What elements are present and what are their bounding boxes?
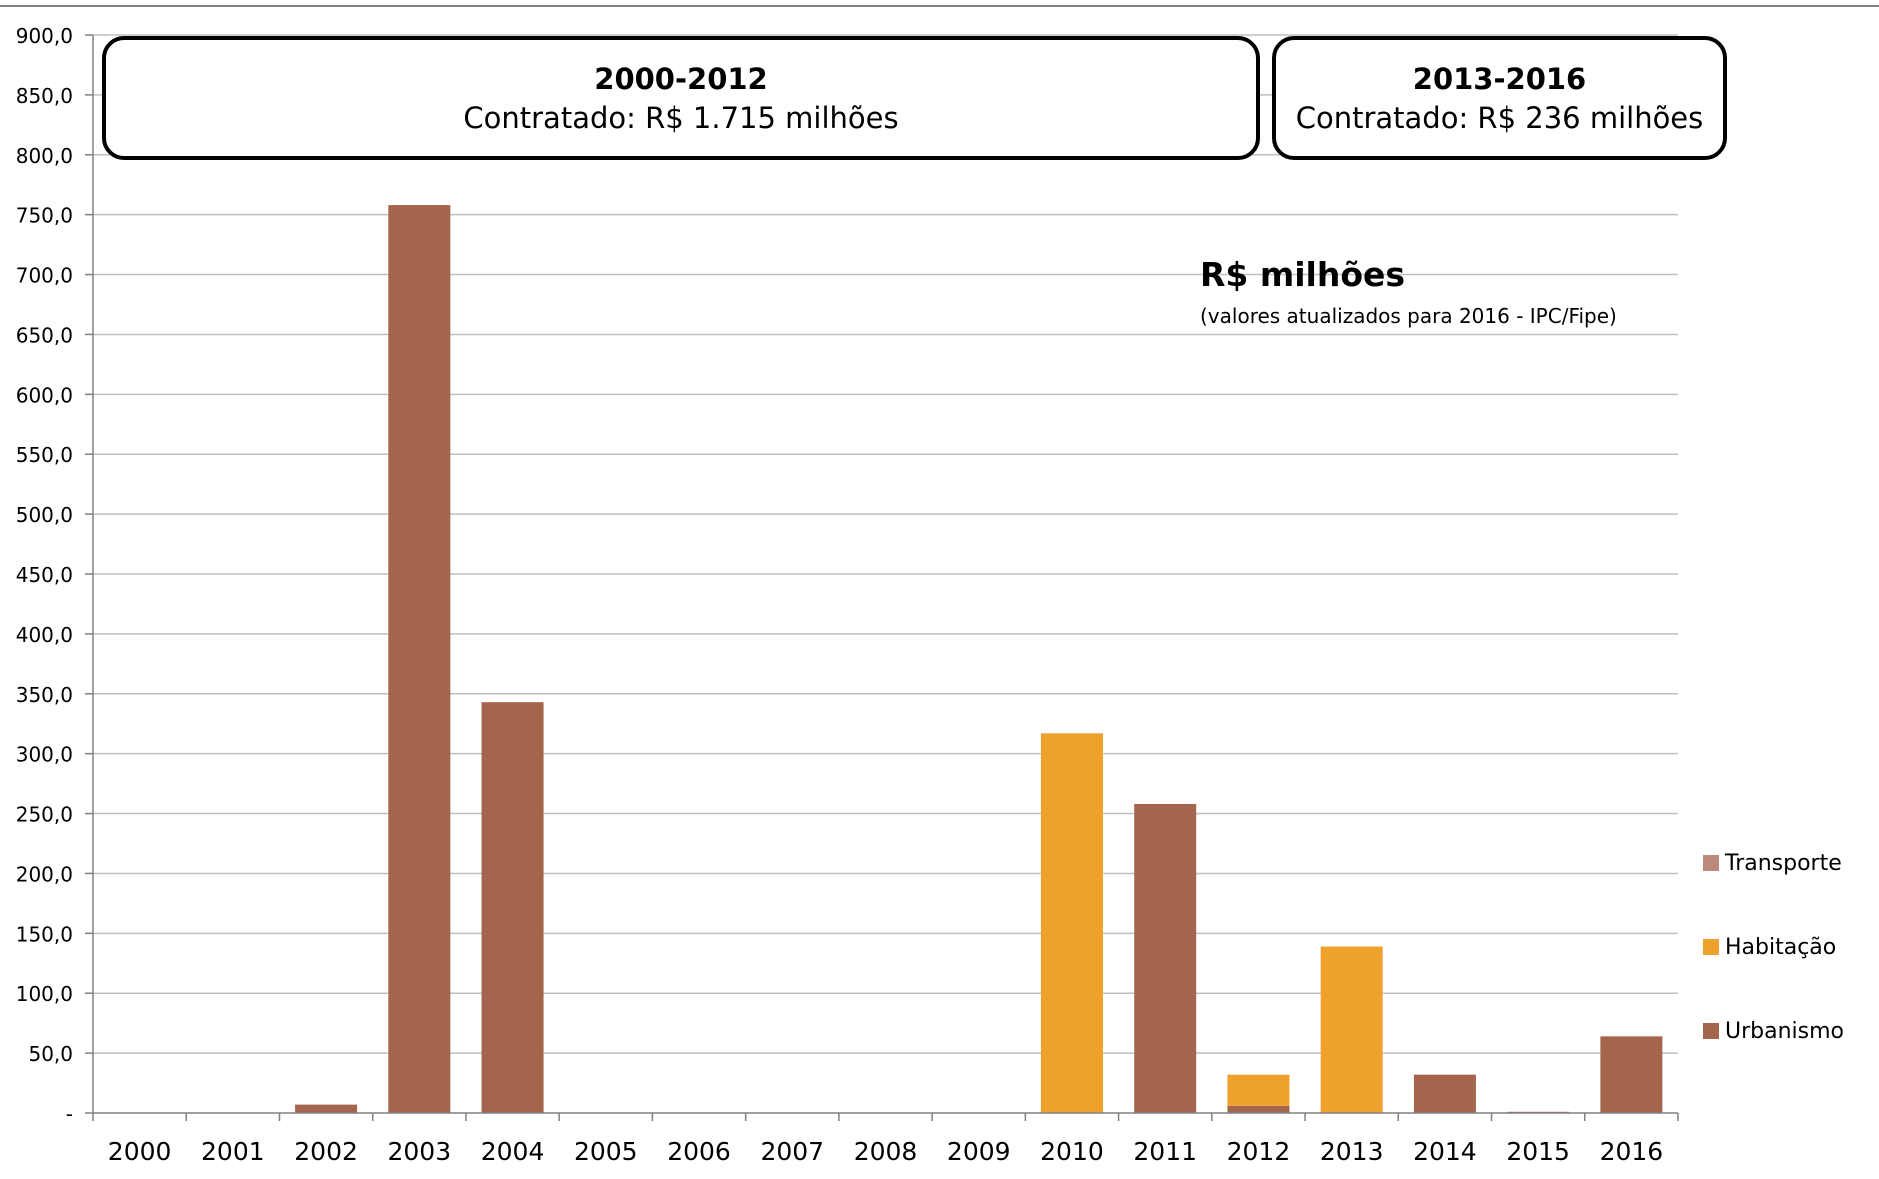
bar-habitao-2013	[1320, 946, 1383, 1113]
y-axis-tick-labels: - 50,0 100,0 150,0 200,0 250,0 300,0 350,0 400,0…	[16, 24, 93, 1126]
period-box-2000-2012: 2000-2012 Contratado: R$ 1.715 milhões	[102, 36, 1260, 160]
x-tick-label: 2002	[294, 1137, 358, 1166]
bar-urbanismo-2012	[1227, 1105, 1290, 1113]
y-tick-label: 800,0	[16, 144, 73, 168]
legend-swatch	[1703, 939, 1719, 955]
y-tick-label: 200,0	[16, 862, 73, 886]
y-tick-label: 350,0	[16, 683, 73, 707]
bar-urbanismo-2003	[388, 205, 451, 1113]
y-tick-label: 900,0	[16, 24, 73, 48]
bar-urbanismo-2011	[1134, 803, 1197, 1113]
bar-urbanismo-2014	[1413, 1074, 1476, 1113]
x-tick-label: 2001	[201, 1137, 265, 1166]
bar-habitao-2010	[1040, 733, 1103, 1113]
bar-urbanismo-2016	[1600, 1036, 1663, 1113]
x-tick-label: 2012	[1227, 1137, 1291, 1166]
legend-item-transporte: Transporte	[1703, 851, 1842, 876]
legend-swatch	[1703, 1023, 1719, 1039]
gridlines	[93, 34, 1678, 1054]
bar-urbanismo-2004	[481, 702, 544, 1113]
y-tick-label: 500,0	[16, 503, 73, 527]
y-tick-label: 550,0	[16, 443, 73, 467]
x-tick-label: 2007	[760, 1137, 824, 1166]
x-tick-label: 2016	[1600, 1137, 1664, 1166]
x-axis-tick-labels: 2000 2001 2002 2003 2004 2005 2006 2007 2008 2009…	[92, 1113, 1679, 1166]
legend-label: Transporte	[1725, 851, 1842, 876]
axes	[0, 5, 1879, 1114]
x-tick-label: 2010	[1040, 1137, 1104, 1166]
legend-swatch	[1703, 855, 1719, 871]
x-tick-label: 2006	[667, 1137, 731, 1166]
legend-label: Habitação	[1725, 935, 1837, 960]
bars	[295, 205, 1663, 1113]
legend-item-urbanismo: Urbanismo	[1703, 1019, 1844, 1044]
y-tick-label: 300,0	[16, 743, 73, 767]
x-tick-label: 2000	[108, 1137, 172, 1166]
y-tick-label: 450,0	[16, 563, 73, 587]
legend-label: Urbanismo	[1725, 1019, 1845, 1044]
bar-habitao-2012	[1227, 1074, 1290, 1106]
y-tick-label: 850,0	[16, 84, 73, 108]
bar-urbanismo-2002	[295, 1104, 358, 1113]
legend-item-habitao: Habitação	[1703, 935, 1836, 960]
period-contracted-value: Contratado: R$ 1.715 milhões	[463, 101, 899, 135]
x-tick-label: 2005	[574, 1137, 638, 1166]
y-tick-label: 650,0	[16, 323, 73, 347]
chart-title: R$ milhões	[1200, 255, 1406, 294]
y-tick-label: 100,0	[16, 982, 73, 1006]
x-tick-label: 2014	[1413, 1137, 1477, 1166]
x-tick-label: 2008	[854, 1137, 918, 1166]
y-tick-label: 50,0	[28, 1042, 73, 1066]
y-tick-label: 600,0	[16, 383, 73, 407]
chart-subtitle: (valores atualizados para 2016 - IPC/Fip…	[1200, 304, 1617, 328]
period-label: 2013-2016	[1412, 62, 1587, 96]
y-tick-label: -	[66, 1102, 73, 1126]
x-tick-label: 2003	[388, 1137, 452, 1166]
y-tick-label: 700,0	[16, 264, 73, 288]
y-tick-label: 400,0	[16, 623, 73, 647]
x-tick-label: 2011	[1133, 1137, 1197, 1166]
x-tick-label: 2015	[1506, 1137, 1570, 1166]
x-tick-label: 2013	[1320, 1137, 1384, 1166]
period-label: 2000-2012	[594, 62, 768, 96]
period-box-2013-2016: 2013-2016 Contratado: R$ 236 milhões	[1272, 36, 1727, 160]
y-tick-label: 250,0	[16, 803, 73, 827]
y-tick-label: 150,0	[16, 922, 73, 946]
x-tick-label: 2004	[481, 1137, 545, 1166]
period-contracted-value: Contratado: R$ 236 milhões	[1295, 101, 1704, 135]
x-tick-label: 2009	[947, 1137, 1011, 1166]
y-tick-label: 750,0	[16, 204, 73, 228]
